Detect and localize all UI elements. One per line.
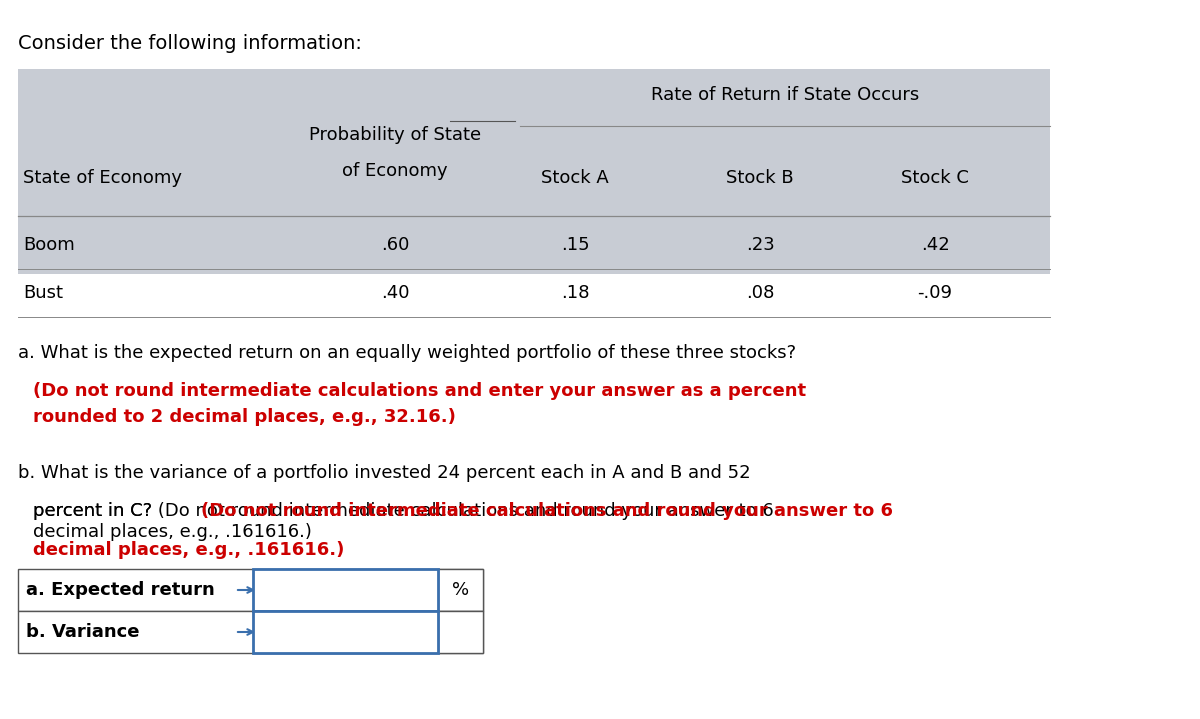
Text: (Do not round intermediate calculations and enter your answer as a percent
round: (Do not round intermediate calculations … bbox=[32, 382, 806, 426]
Text: percent in C?: percent in C? bbox=[32, 502, 158, 520]
Text: .08: .08 bbox=[746, 284, 774, 302]
Text: Boom: Boom bbox=[23, 236, 74, 254]
Text: Stock A: Stock A bbox=[541, 169, 608, 187]
Text: b. Variance: b. Variance bbox=[26, 623, 139, 641]
Text: Stock C: Stock C bbox=[901, 169, 968, 187]
Text: Rate of Return if State Occurs: Rate of Return if State Occurs bbox=[650, 86, 919, 104]
Bar bbox=[18, 611, 484, 653]
Text: Consider the following information:: Consider the following information: bbox=[18, 34, 362, 53]
Text: decimal places, e.g., .161616.): decimal places, e.g., .161616.) bbox=[32, 541, 344, 559]
Text: a. Expected return: a. Expected return bbox=[26, 581, 215, 599]
Text: of Economy: of Economy bbox=[342, 162, 448, 180]
Text: .15: .15 bbox=[560, 236, 589, 254]
Text: a. What is the expected return on an equally weighted portfolio of these three s: a. What is the expected return on an equ… bbox=[18, 344, 796, 362]
Text: Stock B: Stock B bbox=[726, 169, 794, 187]
Text: %: % bbox=[452, 581, 469, 599]
Text: State of Economy: State of Economy bbox=[23, 169, 182, 187]
Text: .60: .60 bbox=[380, 236, 409, 254]
Text: .18: .18 bbox=[560, 284, 589, 302]
Text: Bust: Bust bbox=[23, 284, 64, 302]
Bar bbox=[18, 569, 484, 611]
Text: percent in C? (Do not round intermediate calculations and round your answer to 6: percent in C? (Do not round intermediate… bbox=[32, 502, 774, 541]
Text: Probability of State: Probability of State bbox=[308, 126, 481, 144]
Text: b. What is the variance of a portfolio invested 24 percent each in A and B and 5: b. What is the variance of a portfolio i… bbox=[18, 464, 751, 482]
Text: .23: .23 bbox=[745, 236, 774, 254]
FancyBboxPatch shape bbox=[18, 69, 1050, 274]
Bar bbox=[253, 569, 438, 611]
Bar bbox=[438, 569, 484, 611]
Text: .40: .40 bbox=[380, 284, 409, 302]
Bar bbox=[438, 611, 484, 653]
Text: (Do not round intermediate calculations and round your answer to 6: (Do not round intermediate calculations … bbox=[200, 502, 893, 520]
Text: -.09: -.09 bbox=[918, 284, 953, 302]
Text: .42: .42 bbox=[920, 236, 949, 254]
Bar bbox=[253, 611, 438, 653]
